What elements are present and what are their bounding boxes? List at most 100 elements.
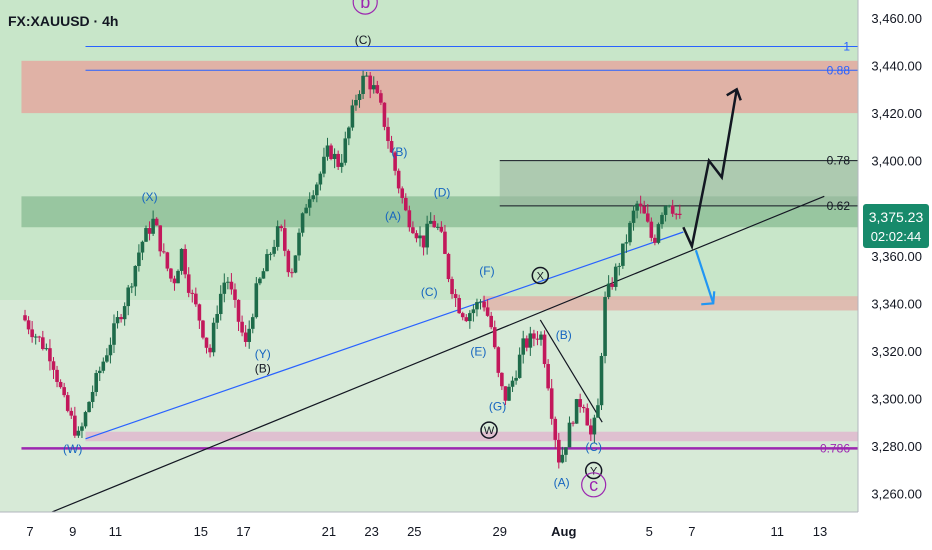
wave-label[interactable]: (C) [421,285,438,299]
wedge-line[interactable] [539,319,603,423]
candle [94,369,98,397]
candle [663,205,668,222]
candle [80,422,84,438]
x-tick-label: 25 [407,524,421,539]
candle [37,335,42,343]
candle [179,248,184,275]
wave-label[interactable]: (B) [556,328,572,342]
candle [58,379,63,389]
wave-label[interactable]: b [352,0,378,15]
candle [354,94,358,111]
candle [33,333,38,345]
projection-up-path[interactable] [682,89,738,251]
candle [51,357,56,379]
x-tick-label: 15 [194,524,208,539]
candle [261,268,266,279]
candle [190,289,195,303]
candle [55,365,59,388]
candle [386,117,390,149]
wave-label[interactable]: (C) [585,440,602,454]
wave-label[interactable]: (F) [479,264,494,278]
candle [265,249,269,272]
x-tick-label: Aug [551,524,576,539]
x-tick-label: 9 [69,524,76,539]
wave-label[interactable]: (B) [255,361,271,375]
candle [610,277,614,290]
candle [204,337,209,354]
wave-label[interactable]: X [531,266,550,285]
wave-label-text: (B) [255,361,271,375]
candle [485,299,490,317]
candle [240,315,244,337]
candle [542,330,547,368]
projection-down-arrow[interactable] [694,249,715,304]
candle [557,433,561,469]
candle [144,225,148,242]
candle [336,150,340,170]
candle [307,192,312,216]
wave-label[interactable]: W [480,421,498,439]
current-price-badge: 3,375.23 02:02:44 [863,204,929,248]
candle [147,221,152,241]
candle [436,223,440,231]
candle [514,370,518,385]
wave-label[interactable]: (B) [391,145,407,159]
blue-channel[interactable] [85,231,684,440]
symbol-label: FX:XAUUSD · 4h [8,13,118,29]
candle [272,239,276,257]
candle [425,215,429,255]
candle [613,263,618,291]
candle [197,303,202,329]
candle [105,348,109,363]
time-axis-background[interactable] [0,512,858,550]
fib-0786-label: 0.786 [820,441,850,455]
candle [65,391,70,413]
candle [183,244,187,279]
candle [603,291,607,364]
candle [275,220,280,251]
wave-label-text: (C) [421,285,438,299]
price-axis-background[interactable] [858,0,932,550]
wave-label-text: (A) [385,209,401,223]
x-tick-label: 23 [364,524,378,539]
candle [624,234,629,253]
candle [411,221,415,235]
candle [443,224,447,255]
wave-label[interactable]: (X) [142,190,158,204]
candle [154,217,159,226]
wave-label[interactable]: (W) [63,442,82,456]
candle [368,72,372,99]
candle [151,210,155,236]
wave-label[interactable]: (A) [385,209,401,223]
wave-label[interactable]: Y [584,461,603,480]
wave-label[interactable]: c [581,472,607,498]
candle [496,346,501,378]
candle [226,277,230,290]
wave-label[interactable]: (G) [489,399,506,413]
candle [73,406,77,438]
candle [343,131,348,166]
wave-label[interactable]: (C) [355,33,372,47]
wave-label[interactable]: (D) [434,185,451,199]
candle [165,251,170,272]
x-tick-label: 11 [109,524,123,539]
wave-label[interactable]: (E) [470,345,486,359]
candle [48,339,52,371]
candle [247,320,252,349]
candle [229,273,234,295]
wave-label[interactable]: (A) [554,475,570,489]
current-price-value: 3,375.23 [869,209,924,225]
candle [653,234,657,246]
candle [201,319,205,340]
candle [482,295,486,312]
wave-label[interactable]: (Y) [255,347,271,361]
candle [638,195,643,214]
support-zone [85,431,858,442]
candle [507,383,511,401]
candle [76,426,81,438]
candle [535,331,540,346]
candle [304,203,308,214]
main-trendline[interactable] [21,195,825,524]
candle [236,299,241,332]
